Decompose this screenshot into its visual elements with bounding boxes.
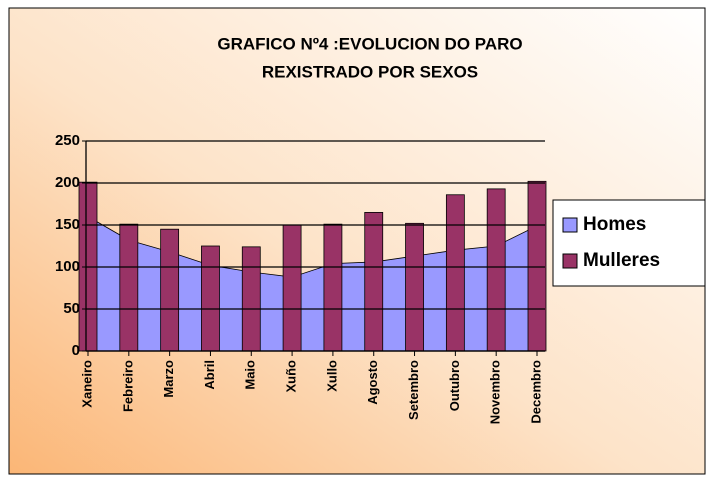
bar bbox=[241, 246, 261, 352]
bar bbox=[486, 188, 506, 352]
bar bbox=[160, 228, 180, 352]
bar bbox=[445, 194, 465, 352]
chart-title: GRAFICO Nº4 :EVOLUCION DO PARO bbox=[217, 34, 522, 53]
legend-swatch bbox=[562, 253, 578, 269]
bar bbox=[527, 180, 547, 352]
chart-title: REXISTRADO POR SEXOS bbox=[262, 62, 478, 81]
bar bbox=[119, 223, 139, 352]
bar bbox=[201, 245, 220, 352]
x-tick-label: Setembro bbox=[406, 360, 421, 420]
y-tick-label: 0 bbox=[72, 342, 80, 359]
x-tick-label: Marzo bbox=[161, 360, 176, 398]
y-tick-label: 200 bbox=[55, 174, 80, 191]
x-tick-label: Xaneiro bbox=[79, 360, 94, 408]
bar bbox=[405, 222, 424, 352]
legend-swatch bbox=[562, 217, 578, 233]
x-tick-label: Abril bbox=[202, 360, 217, 390]
bar bbox=[323, 223, 343, 352]
bar bbox=[282, 224, 302, 352]
y-tick-label: 50 bbox=[63, 300, 80, 317]
y-tick-label: 250 bbox=[55, 132, 80, 149]
x-tick-label: Novembro bbox=[488, 360, 503, 424]
legend-label: Mulleres bbox=[583, 250, 660, 271]
y-tick-label: 150 bbox=[55, 216, 80, 233]
plot-area: 0 50 100 150 200 250 Xaneiro Febreiro Marzo Abril… bbox=[55, 132, 547, 424]
bar bbox=[364, 211, 384, 352]
x-tick-label: Xullo bbox=[324, 360, 339, 392]
x-tick-label: Maio bbox=[243, 360, 258, 390]
legend-box bbox=[552, 199, 706, 287]
x-tick-label: Outubro bbox=[447, 360, 462, 411]
y-tick-label: 100 bbox=[55, 258, 80, 275]
legend-label: Homes bbox=[583, 214, 646, 235]
x-tick-label: Decembro bbox=[528, 360, 543, 424]
legend: Homes Mulleres bbox=[552, 199, 706, 287]
x-tick-label: Xuño bbox=[284, 360, 299, 393]
x-tick-label: Febreiro bbox=[120, 360, 135, 412]
x-tick-label: Agosto bbox=[365, 360, 380, 405]
